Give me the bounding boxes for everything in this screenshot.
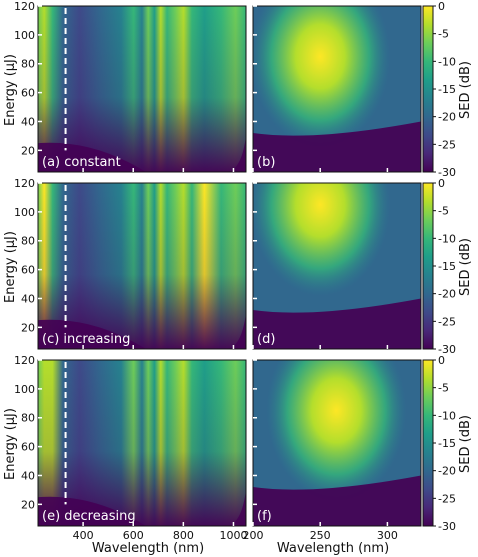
panel-frame-a	[37, 5, 247, 173]
y-tick-label: 100	[14, 383, 35, 396]
colorbar-tick-label: -15	[438, 437, 456, 450]
y-tick-label: 60	[21, 87, 35, 100]
heatmap-a	[38, 6, 246, 172]
colorbar-tick-label: -10	[438, 55, 456, 68]
left-x-axis-label: Wavelength (nm)	[92, 541, 204, 556]
panel-frame-e	[37, 359, 247, 527]
colorbar-tick-label: -5	[438, 28, 449, 41]
panel-label-a: (a) constant	[42, 155, 121, 170]
colorbar-tick-label: -20	[438, 111, 456, 124]
colorbar-tick-label: 0	[438, 354, 445, 367]
x-tick-label: 250	[310, 529, 331, 542]
y-tick-label: 80	[21, 235, 35, 248]
low-energy-region	[253, 298, 421, 349]
y-tick-label: 20	[21, 498, 35, 511]
colorbar-label-row2: SED (dB)	[458, 238, 473, 296]
colorbar-tick-label: -5	[438, 382, 449, 395]
panel-label-f: (f)	[257, 509, 272, 524]
y-tick-label: 40	[21, 115, 35, 128]
heatmap-f	[253, 360, 421, 526]
colorbar-tick-label: -15	[438, 260, 456, 273]
y-tick-label: 80	[21, 412, 35, 425]
colorbar-tick-label: -30	[438, 166, 456, 179]
heatmap-d	[253, 183, 421, 349]
panel-label-d: (d)	[257, 332, 275, 347]
panel-frame-d	[252, 182, 422, 350]
high-intensity-region	[253, 183, 391, 296]
colorbar-tick-label: -30	[438, 343, 456, 356]
y-tick-label: 20	[21, 321, 35, 334]
colorbar-tick-label: -5	[438, 205, 449, 218]
y-axis-label-row2: Energy (μJ)	[3, 231, 18, 303]
x-tick-label: 600	[123, 529, 144, 542]
low-energy-region	[228, 135, 246, 172]
y-tick-label: 40	[21, 292, 35, 305]
x-tick-label: 400	[73, 529, 94, 542]
y-tick-label: 80	[21, 58, 35, 71]
x-tick-label: 300	[377, 529, 398, 542]
colorbar-tick-label: -20	[438, 465, 456, 478]
y-tick-label: 20	[21, 144, 35, 157]
panel-label-c: (c) increasing	[42, 332, 130, 347]
high-intensity-region	[253, 6, 391, 148]
heatmap-b	[253, 6, 421, 172]
colorbar-tick-label: -25	[438, 315, 456, 328]
colorbar-tick-label: 0	[438, 177, 445, 190]
low-energy-region	[228, 312, 246, 349]
colorbar-tick-label: -10	[438, 232, 456, 245]
y-tick-label: 60	[21, 264, 35, 277]
right-x-axis-label: Wavelength (nm)	[277, 541, 389, 556]
panel-frame-f	[252, 359, 422, 527]
heatmap-c	[38, 183, 246, 349]
x-tick-label: 200	[243, 529, 264, 542]
colorbar-label-row1: SED (dB)	[458, 61, 473, 119]
y-tick-label: 120	[14, 354, 35, 367]
colorbar	[422, 5, 434, 173]
panel-frame-b	[252, 5, 422, 173]
y-tick-label: 120	[14, 177, 35, 190]
colorbar	[422, 182, 434, 350]
colorbar-tick-label: 0	[438, 0, 445, 13]
y-tick-label: 120	[14, 0, 35, 13]
y-axis-label-row1: Energy (μJ)	[3, 54, 18, 126]
low-energy-region	[253, 121, 421, 172]
colorbar-tick-label: -25	[438, 492, 456, 505]
x-tick-label: 800	[173, 529, 194, 542]
y-tick-label: 40	[21, 469, 35, 482]
colorbar-tick-label: -15	[438, 83, 456, 96]
y-axis-label-row3: Energy (μJ)	[3, 408, 18, 480]
y-tick-label: 100	[14, 206, 35, 219]
low-energy-region	[228, 489, 246, 526]
low-energy-region	[253, 475, 421, 526]
colorbar-label-row3: SED (dB)	[458, 415, 473, 473]
panel-label-b: (b)	[257, 155, 275, 170]
colorbar-tick-label: -30	[438, 520, 456, 533]
high-intensity-region	[266, 360, 407, 502]
heatmap-e	[38, 360, 246, 526]
x-tick-label: 1000	[219, 529, 247, 542]
panel-frame-c	[37, 182, 247, 350]
colorbar-tick-label: -25	[438, 138, 456, 151]
panel-label-e: (e) decreasing	[42, 509, 136, 524]
colorbar-tick-label: -20	[438, 288, 456, 301]
colorbar	[422, 359, 434, 527]
colorbar-tick-label: -10	[438, 409, 456, 422]
y-tick-label: 100	[14, 29, 35, 42]
y-tick-label: 60	[21, 441, 35, 454]
